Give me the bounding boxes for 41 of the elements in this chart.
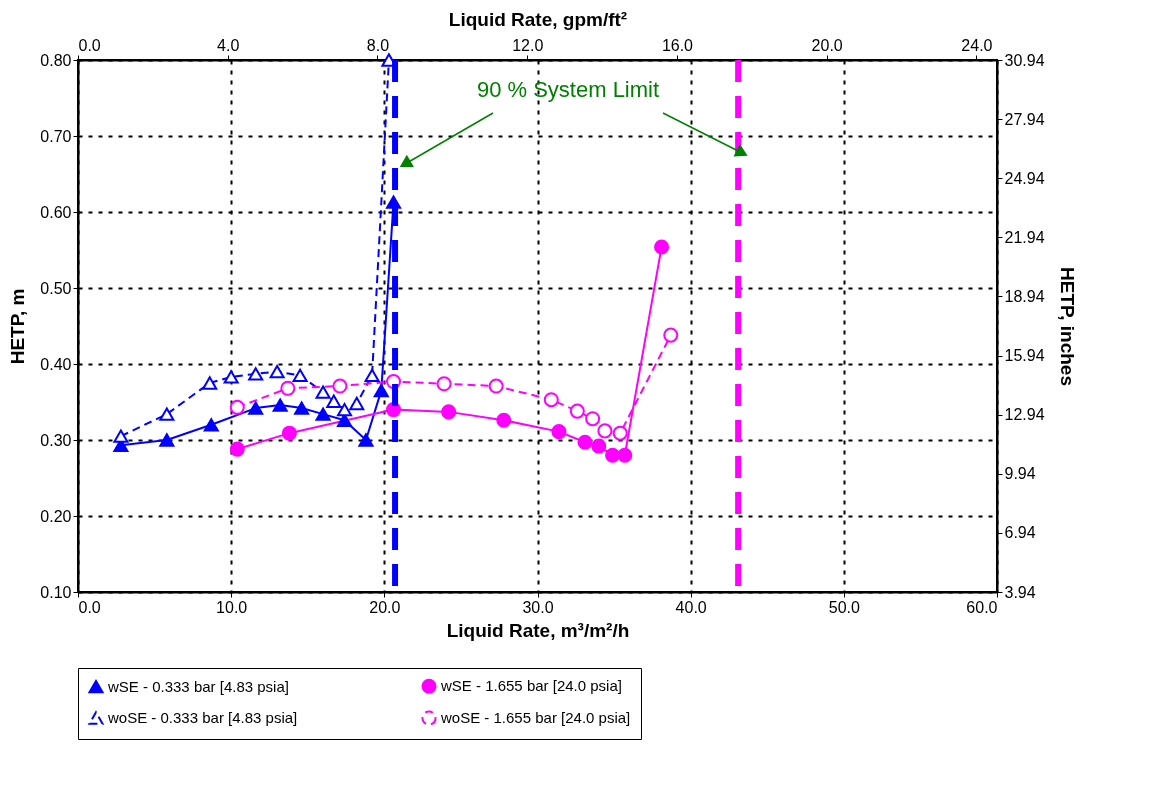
y-tick-label: 0.30 bbox=[40, 431, 72, 449]
x2-tick-label: 12.0 bbox=[512, 36, 544, 54]
y2-axis-title: HETP, inches bbox=[1056, 267, 1078, 386]
y2-tick-label: 6.94 bbox=[1004, 524, 1036, 542]
y-tick-label: 0.10 bbox=[40, 583, 72, 601]
legend-label: woSE - 1.655 bar [24.0 psia] bbox=[440, 709, 631, 726]
y-tick-label: 0.50 bbox=[40, 279, 72, 297]
legend-label: woSE - 0.333 bar [4.83 psia] bbox=[107, 709, 298, 726]
annotation: 90 % System Limit bbox=[476, 77, 660, 102]
x2-tick-label: 0.0 bbox=[78, 36, 101, 54]
y-tick-label: 0.60 bbox=[40, 203, 72, 221]
x2-tick-label: 24.0 bbox=[961, 36, 993, 54]
y2-tick-label: 27.94 bbox=[1004, 110, 1045, 128]
x-axis-title: Liquid Rate, m³/m²/h bbox=[446, 619, 630, 641]
y-axis-title: HETP, m bbox=[7, 288, 29, 365]
x-tick-label: 0.0 bbox=[78, 598, 101, 616]
y2-tick-label: 18.94 bbox=[1004, 287, 1045, 305]
y2-tick-label: 12.94 bbox=[1004, 406, 1045, 424]
legend-label: wSE - 1.655 bar [24.0 psia] bbox=[440, 677, 622, 695]
x2-tick-label: 20.0 bbox=[811, 36, 843, 54]
y2-tick-label: 24.94 bbox=[1004, 169, 1045, 187]
x2-tick-label: 8.0 bbox=[366, 36, 390, 54]
x2-tick-label: 16.0 bbox=[661, 36, 694, 54]
x-tick-label: 10.0 bbox=[216, 598, 248, 616]
y-tick-label: 0.80 bbox=[40, 51, 72, 69]
y-tick-label: 0.40 bbox=[40, 355, 72, 373]
y2-tick-label: 15.94 bbox=[1004, 347, 1045, 365]
legend-label: wSE - 0.333 bar [4.83 psia] bbox=[107, 677, 289, 695]
y2-tick-label: 21.94 bbox=[1004, 228, 1045, 246]
x-tick-label: 40.0 bbox=[675, 598, 707, 616]
y2-tick-label: 30.94 bbox=[1004, 51, 1045, 69]
x2-tick-label: 4.0 bbox=[217, 36, 240, 54]
x-tick-label: 50.0 bbox=[828, 598, 861, 616]
y2-tick-label: 9.94 bbox=[1004, 465, 1036, 483]
y2-tick-label: 3.94 bbox=[1004, 583, 1036, 601]
x2-axis-title: Liquid Rate, gpm/ft² bbox=[448, 8, 628, 30]
x-tick-label: 20.0 bbox=[369, 598, 401, 616]
x-tick-label: 30.0 bbox=[522, 598, 554, 616]
y-tick-label: 0.20 bbox=[40, 507, 72, 525]
y-tick-label: 0.70 bbox=[40, 127, 72, 145]
x-tick-label: 60.0 bbox=[966, 598, 998, 616]
